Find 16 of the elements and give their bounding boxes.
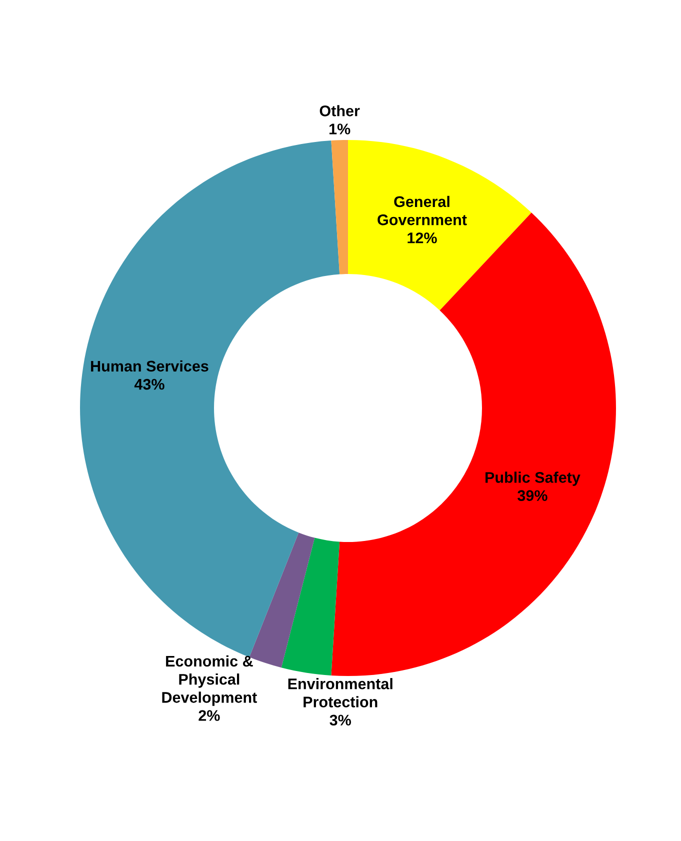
data-label: 43% — [134, 378, 164, 390]
data-label: 39% — [518, 490, 548, 502]
slice-label: Human Services — [91, 360, 208, 372]
data-label: 3% — [330, 714, 352, 726]
slice-label: Public Safety — [486, 472, 580, 486]
data-label: 12% — [408, 232, 437, 244]
data-label: 2% — [198, 710, 220, 721]
donut-slice — [331, 212, 616, 676]
slice-label: Other — [320, 105, 360, 116]
donut-slice — [281, 538, 340, 676]
slice-label: Environmental Protection — [288, 678, 392, 708]
donut-slice — [331, 140, 348, 274]
data-label: 1% — [330, 124, 350, 134]
donut-slice — [348, 140, 532, 310]
slice-label: Economic & Physical Development — [162, 655, 257, 706]
slice-label: General Government — [378, 196, 467, 226]
